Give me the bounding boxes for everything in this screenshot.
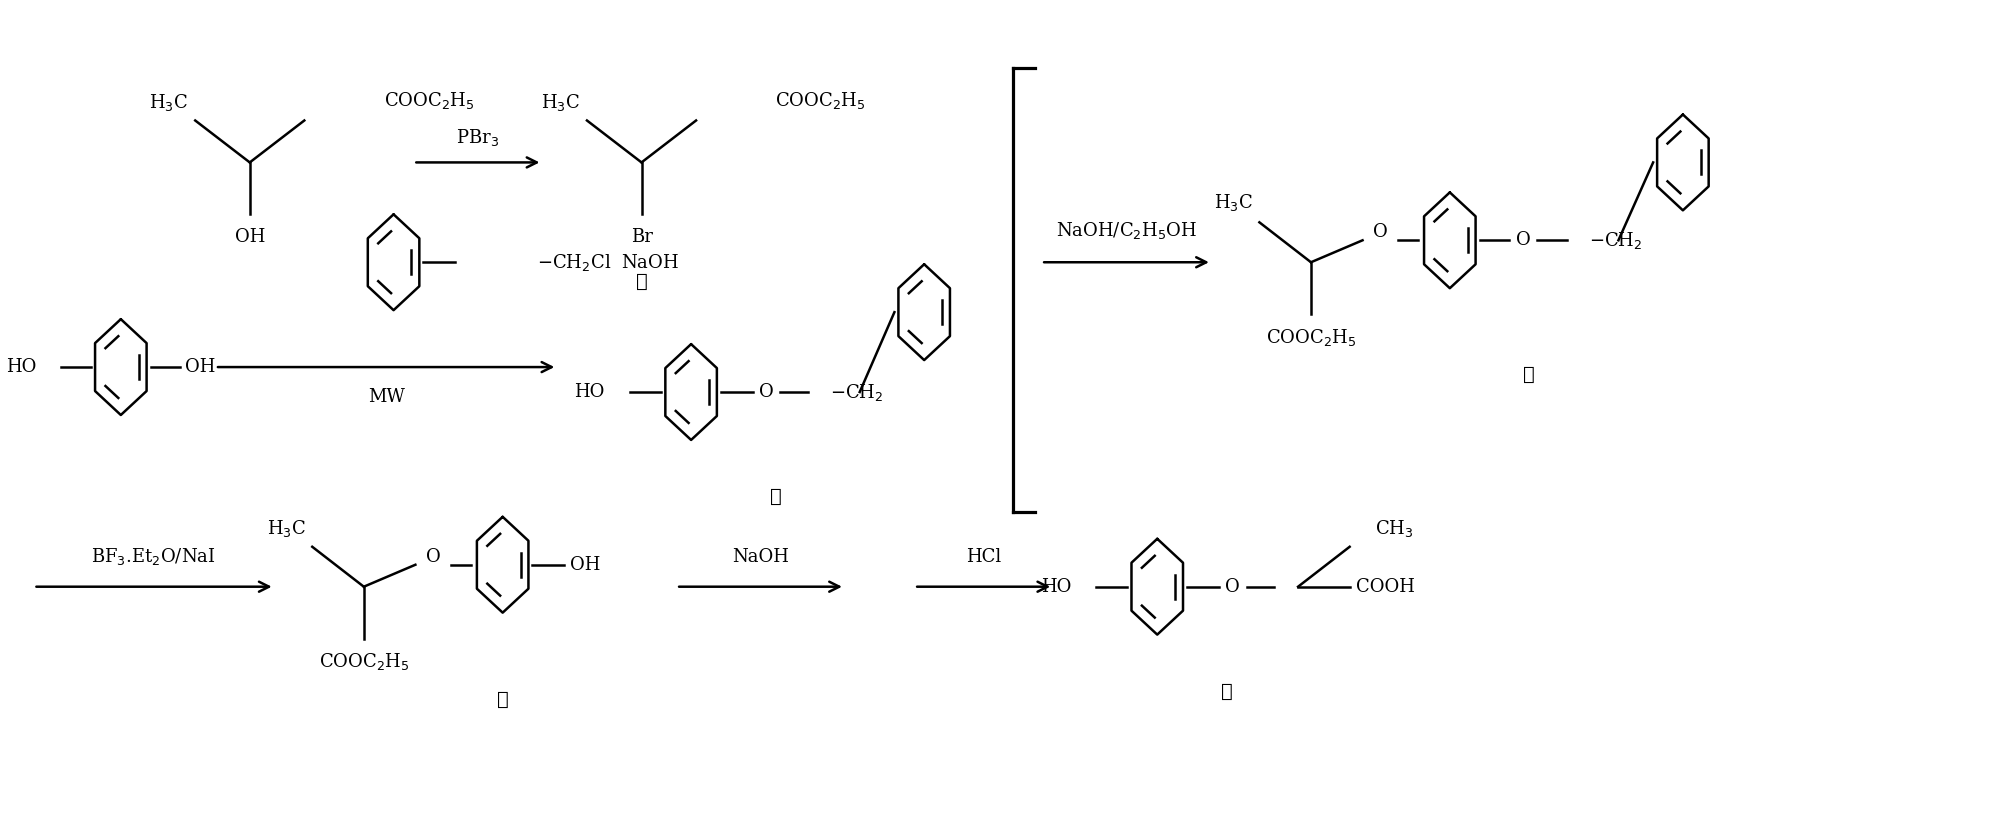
Text: H$_3$C: H$_3$C (1214, 192, 1253, 213)
Text: PBr$_3$: PBr$_3$ (457, 127, 499, 148)
Text: ⑤: ⑤ (1222, 682, 1234, 700)
Text: OH: OH (236, 229, 265, 247)
Text: O: O (758, 383, 774, 401)
Text: OH: OH (571, 556, 601, 574)
Text: O: O (1373, 224, 1387, 242)
Text: O: O (425, 547, 441, 566)
Text: COOC$_2$H$_5$: COOC$_2$H$_5$ (319, 651, 409, 672)
Text: $-$CH$_2$Cl  NaOH: $-$CH$_2$Cl NaOH (537, 252, 679, 273)
Text: OH: OH (186, 358, 216, 376)
Text: NaOH: NaOH (733, 547, 788, 566)
Text: COOC$_2$H$_5$: COOC$_2$H$_5$ (1265, 326, 1355, 348)
Text: NaOH/C$_2$H$_5$OH: NaOH/C$_2$H$_5$OH (1056, 219, 1198, 241)
Text: COOH: COOH (1355, 578, 1415, 596)
Text: HO: HO (6, 358, 36, 376)
Text: Br: Br (631, 229, 653, 247)
Text: ③: ③ (1523, 366, 1535, 384)
Text: $-$CH$_2$: $-$CH$_2$ (830, 381, 884, 403)
Text: MW: MW (367, 388, 405, 406)
Text: COOC$_2$H$_5$: COOC$_2$H$_5$ (774, 90, 866, 111)
Text: HO: HO (575, 383, 605, 401)
Text: O: O (1226, 578, 1240, 596)
Text: $-$CH$_2$: $-$CH$_2$ (1589, 230, 1643, 251)
Text: HCl: HCl (966, 547, 1002, 566)
Text: ②: ② (770, 487, 780, 506)
Text: HO: HO (1040, 578, 1072, 596)
Text: H$_3$C: H$_3$C (150, 92, 188, 113)
Text: CH$_3$: CH$_3$ (1375, 519, 1413, 539)
Text: ①: ① (635, 273, 647, 291)
Text: O: O (1515, 231, 1531, 249)
Text: ④: ④ (497, 690, 509, 709)
Text: COOC$_2$H$_5$: COOC$_2$H$_5$ (383, 90, 475, 111)
Text: BF$_3$.Et$_2$O/NaI: BF$_3$.Et$_2$O/NaI (92, 547, 216, 567)
Text: H$_3$C: H$_3$C (267, 519, 305, 539)
Text: H$_3$C: H$_3$C (541, 92, 579, 113)
